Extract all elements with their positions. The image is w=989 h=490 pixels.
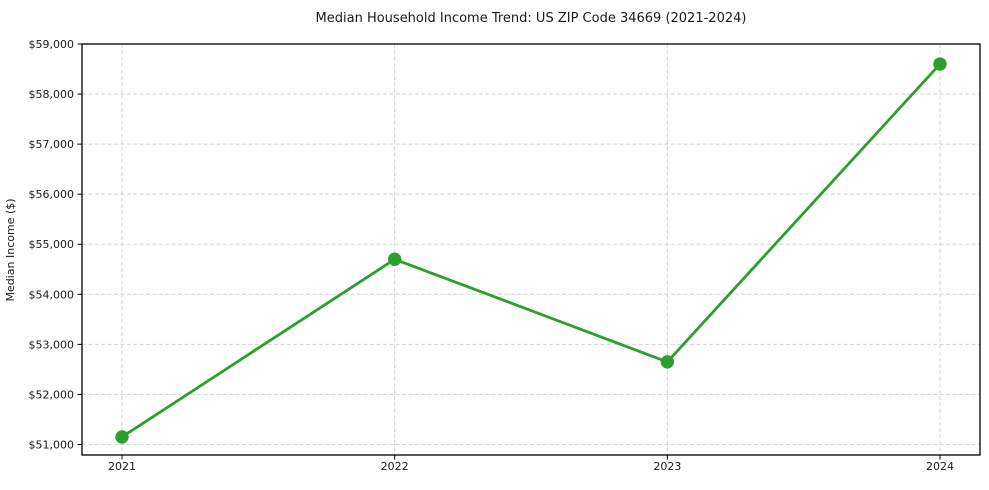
y-tick-label: $56,000 <box>29 188 75 201</box>
chart-title: Median Household Income Trend: US ZIP Co… <box>316 11 747 26</box>
y-tick-label: $51,000 <box>29 438 75 451</box>
x-tick-label: 2022 <box>381 460 409 473</box>
plot-border <box>81 43 981 456</box>
x-tick-label: 2023 <box>653 460 681 473</box>
data-point-marker <box>115 430 129 444</box>
gridlines <box>82 43 980 455</box>
y-axis-label: Median Income ($) <box>4 198 17 301</box>
y-tick-label: $58,000 <box>29 88 75 101</box>
y-tick-label: $54,000 <box>29 288 75 301</box>
series-line <box>120 62 942 439</box>
y-tick-label: $53,000 <box>29 338 75 351</box>
data-point-marker <box>387 252 402 266</box>
x-tick-label: 2021 <box>108 460 136 473</box>
data-point-marker <box>933 57 947 71</box>
data-series <box>115 57 947 444</box>
y-tick-label: $52,000 <box>29 388 75 401</box>
axes <box>77 43 981 460</box>
y-tick-label: $59,000 <box>29 38 75 51</box>
tick-labels: $51,000 $52,000 $53,000 $54,000 $55,000 $56,0… <box>29 38 955 473</box>
data-point-marker <box>660 355 675 369</box>
y-tick-label: $55,000 <box>29 238 75 251</box>
x-tick-label: 2024 <box>926 460 954 473</box>
y-tick-label: $57,000 <box>29 138 75 151</box>
